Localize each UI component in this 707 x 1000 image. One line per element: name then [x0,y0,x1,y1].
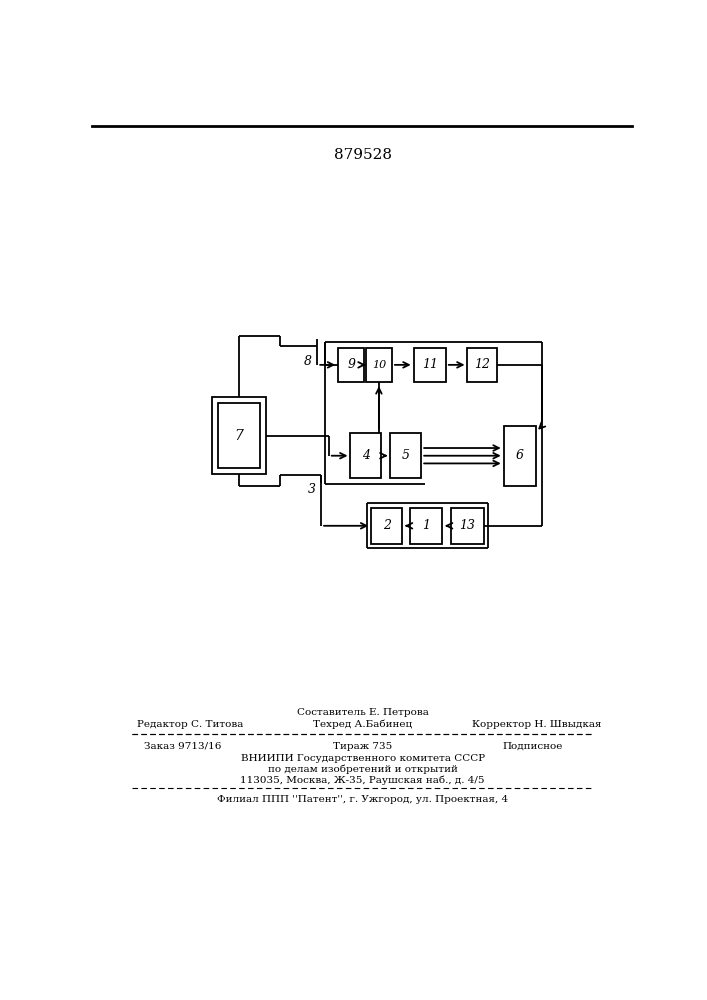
Bar [450,508,484,544]
Text: ВНИИПИ Государственного комитета СССР: ВНИИПИ Государственного комитета СССР [240,754,485,763]
Bar [351,433,381,478]
Bar [467,348,497,382]
Text: 8: 8 [304,355,312,368]
Text: 7: 7 [234,429,243,443]
Text: 5: 5 [402,449,410,462]
Bar [371,508,402,544]
Text: по делам изобретений и открытий: по делам изобретений и открытий [268,764,457,774]
Text: 11: 11 [421,358,438,371]
Text: 113035, Москва, Ж-35, Раушская наб., д. 4/5: 113035, Москва, Ж-35, Раушская наб., д. … [240,775,485,785]
Text: 1: 1 [422,519,430,532]
Text: Подписное: Подписное [503,742,563,751]
Text: 12: 12 [474,358,490,371]
Text: 2: 2 [382,519,390,532]
Text: 10: 10 [372,360,386,370]
Bar [503,426,536,486]
Text: 3: 3 [308,483,316,496]
Text: Техред А.Бабинец: Техред А.Бабинец [313,720,412,729]
Text: Составитель Е. Петрова: Составитель Е. Петрова [297,708,428,717]
Text: 13: 13 [460,519,475,532]
Text: Заказ 9713/16: Заказ 9713/16 [144,742,221,751]
Bar [390,433,421,478]
Text: Редактор С. Титова: Редактор С. Титова [137,720,243,729]
Bar [414,348,446,382]
Text: Тираж 735: Тираж 735 [333,742,392,751]
Text: 4: 4 [362,449,370,462]
Bar [366,348,392,382]
Text: 9: 9 [347,358,355,371]
Text: 879528: 879528 [334,148,392,162]
Bar [338,348,364,382]
Bar [409,508,442,544]
Bar [212,397,266,474]
Bar [218,403,259,468]
Text: 6: 6 [516,449,524,462]
Text: Корректор Н. Швыдкая: Корректор Н. Швыдкая [472,720,602,729]
Text: Филиал ППП ''Патент'', г. Ужгород, ул. Проектная, 4: Филиал ППП ''Патент'', г. Ужгород, ул. П… [217,795,508,804]
